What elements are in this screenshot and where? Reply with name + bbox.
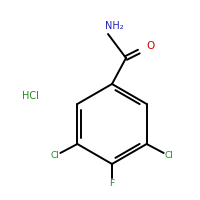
Text: O: O: [146, 41, 154, 51]
Text: Cl: Cl: [165, 151, 174, 160]
Text: HCl: HCl: [22, 91, 38, 101]
Text: Cl: Cl: [50, 151, 59, 160]
Text: NH₂: NH₂: [105, 21, 123, 31]
Text: F: F: [109, 179, 115, 188]
